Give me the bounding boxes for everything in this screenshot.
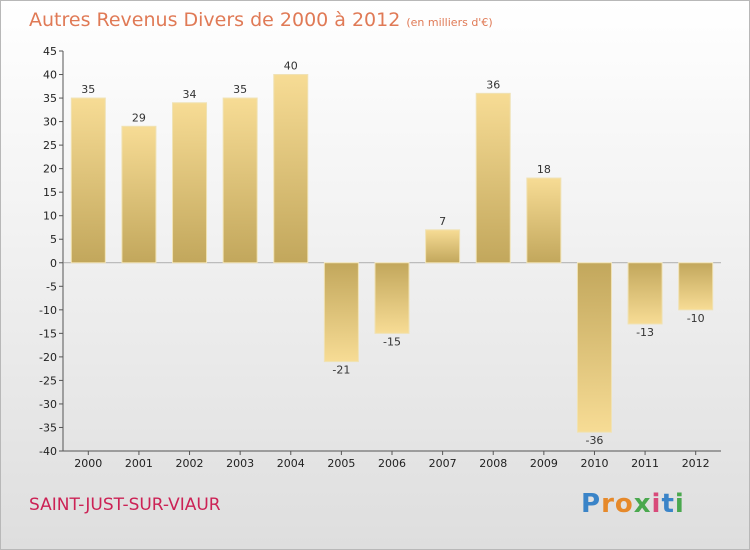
data-label: -15 [383,335,401,348]
y-tick-label: -35 [39,421,57,434]
data-label: -10 [687,312,705,325]
y-tick-label: -15 [39,327,57,340]
bar [526,177,562,264]
x-tick-label: 2004 [277,457,305,470]
x-tick-label: 2008 [479,457,507,470]
y-tick-label: 15 [43,186,57,199]
bar [425,229,461,264]
y-tick-label: 40 [43,69,57,82]
data-label: 40 [284,60,298,73]
title-line: Autres Revenus Divers de 2000 à 2012 (en … [29,9,493,31]
x-tick-label: 2005 [327,457,355,470]
commune-name: SAINT-JUST-SUR-VIAUR [29,495,221,515]
y-tick-label: -40 [39,445,57,458]
proxiti-logo: Proxiti [581,489,685,519]
y-tick-label: 10 [43,210,57,223]
data-label: 18 [537,163,551,176]
bar [222,97,258,264]
data-label: 35 [81,83,95,96]
y-tick-label: 5 [50,233,57,246]
data-label: 35 [233,83,247,96]
bar [678,262,714,311]
bar [627,262,663,325]
y-tick-label: -25 [39,374,57,387]
chart-title: Autres Revenus Divers de 2000 à 2012 [29,9,401,31]
y-tick-label: -30 [39,398,57,411]
y-tick-label: -10 [39,304,57,317]
y-tick-label: 35 [43,92,57,105]
y-tick-label: 25 [43,139,57,152]
bar [172,102,208,264]
y-tick-label: -20 [39,351,57,364]
x-tick-label: 2002 [176,457,204,470]
axis-layer: 45 40 35 30 25 20 15 10 5 0 -5 -10 -15 -20 -25 -30 -35 -4… [39,45,721,470]
data-label: 34 [183,88,197,101]
x-tick-label: 2012 [682,457,710,470]
x-tick-label: 2009 [530,457,558,470]
data-label: -36 [585,434,603,447]
bar [273,74,309,264]
chart-subtitle: (en milliers d'€) [406,16,493,29]
y-tick-label: 20 [43,163,57,176]
data-label: 36 [486,78,500,91]
bar [323,262,359,363]
bar [475,92,511,264]
bar [121,125,157,264]
y-tick-label: 45 [43,45,57,58]
data-label: 7 [439,215,446,228]
x-tick-label: 2000 [74,457,102,470]
y-tick-label: -5 [46,280,57,293]
data-label: -13 [636,326,654,339]
x-tick-label: 2010 [580,457,608,470]
x-tick-label: 2011 [631,457,659,470]
y-tick-label: 30 [43,116,57,129]
x-tick-label: 2003 [226,457,254,470]
bar-layer [70,74,714,433]
x-tick-label: 2006 [378,457,406,470]
data-label: -21 [332,364,350,377]
data-label: 29 [132,111,146,124]
bar [70,97,106,264]
bar [374,262,410,334]
x-tick-label: 2007 [429,457,457,470]
label-layer: 35 29 34 35 40 -21 -15 7 36 18 -36 -13 -10 [81,60,704,448]
y-tick-label: 0 [50,257,57,270]
bar [576,262,612,433]
x-tick-label: 2001 [125,457,153,470]
